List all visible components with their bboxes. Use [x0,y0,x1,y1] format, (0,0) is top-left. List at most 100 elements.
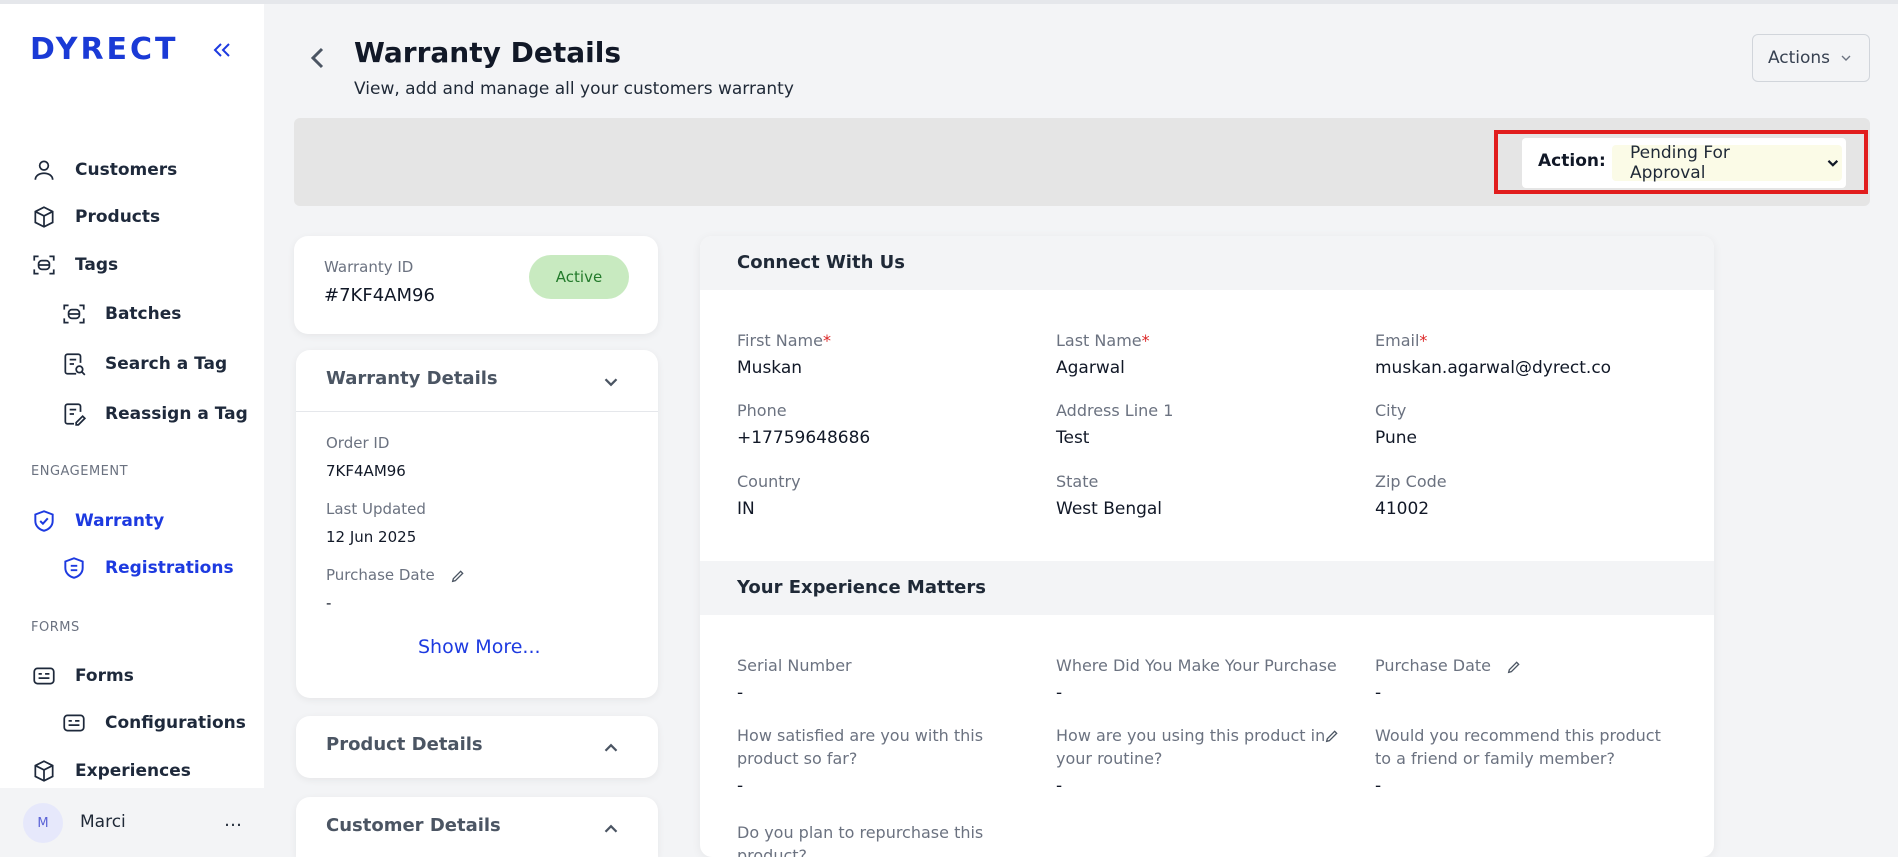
label-text: Last Name [1056,331,1142,350]
label-text: Email [1375,331,1420,350]
label-text: First Name [737,331,823,350]
product-details-card[interactable]: Product Details [296,716,658,778]
section-label-forms: FORMS [31,620,80,635]
edit-document-icon [64,403,87,426]
label-text: How are you using this product in your r… [1056,726,1326,768]
zip-code-label: Zip Code [1375,472,1447,491]
required-mark: * [822,331,831,350]
form-icon [33,667,55,685]
purchase-date-label-text: Purchase Date [326,566,435,584]
satisfaction-label: How satisfied are you with this product … [737,726,984,768]
routine-value: - [1056,776,1063,796]
email-value: muskan.agarwal@dyrect.co [1375,358,1612,378]
sidebar-item-search-a-tag[interactable]: Search a Tag [61,351,227,377]
purchase-location-value: - [1056,683,1063,703]
user-icon [34,160,54,180]
sidebar-item-forms[interactable]: Forms [31,663,134,689]
sidebar-item-experiences[interactable]: Experiences [31,758,191,784]
sidebar-item-label: Customers [75,160,178,180]
box-icon [34,206,54,228]
sidebar-item-label: Configurations [105,713,246,733]
phone-label: Phone [737,401,787,420]
collapse-sidebar-icon[interactable] [210,38,234,62]
chevron-up-icon [604,824,618,833]
pencil-icon[interactable] [1324,728,1340,744]
customer-details-card[interactable]: Customer Details [296,797,658,857]
city-label: City [1375,401,1407,420]
warranty-form-panel: Connect With Us First Name* Muskan Last … [700,236,1714,857]
city-value: Pune [1375,428,1417,448]
sidebar-item-batches[interactable]: Batches [61,301,181,327]
label-text: Purchase Date [1375,656,1491,675]
search-document-icon [64,353,86,376]
state-value: West Bengal [1056,499,1163,519]
sidebar: DYRECT Customers Products Tags Batches S… [0,4,264,857]
last-name-value: Agarwal [1056,358,1125,378]
avatar[interactable]: M [23,803,63,843]
form-icon [63,714,85,732]
sidebar-item-label: Tags [75,255,119,275]
sidebar-item-customers[interactable]: Customers [31,157,177,183]
country-label: Country [737,472,801,491]
email-label: Email* [1375,329,1427,352]
status-badge: Active [529,255,629,299]
chevron-up-icon [604,743,618,752]
more-options-icon[interactable]: … [224,810,243,831]
show-more-link[interactable]: Show More... [418,636,541,658]
sidebar-item-label: Search a Tag [105,354,228,374]
sidebar-item-label: Warranty [75,511,165,531]
purchase-date-value: - [326,594,332,612]
sidebar-item-warranty[interactable]: Warranty [31,508,164,534]
phone-value: +17759648686 [737,428,871,448]
tag-scan-icon [33,255,55,275]
pencil-icon[interactable] [450,568,466,584]
purchase-location-label: Where Did You Make Your Purchase [1056,656,1337,675]
last-updated-value: 12 Jun 2025 [326,528,417,546]
sidebar-item-label: Forms [75,666,134,686]
experience-section-header: Your Experience Matters [700,561,1714,615]
top-border [0,0,1898,4]
card-title: Warranty Details [326,368,498,389]
serial-number-value: - [737,683,744,703]
card-title: Customer Details [326,815,501,836]
sidebar-item-registrations[interactable]: Registrations [61,555,234,581]
recommend-value: - [1375,776,1382,796]
sidebar-item-products[interactable]: Products [31,204,160,230]
actions-dropdown-button[interactable]: Actions [1752,34,1870,82]
satisfaction-value: - [737,776,744,796]
actions-label: Actions [1767,48,1831,68]
routine-label: How are you using this product in your r… [1056,724,1336,770]
card-title: Product Details [326,734,483,755]
warranty-details-card: Warranty Details Order ID 7KF4AM96 Last … [296,350,658,698]
sidebar-item-configurations[interactable]: Configurations [61,710,246,736]
pencil-icon[interactable] [1506,659,1522,675]
page-title: Warranty Details [354,36,621,69]
warranty-details-header[interactable]: Warranty Details [296,350,658,412]
required-mark: * [1141,331,1150,350]
address-label: Address Line 1 [1056,401,1174,420]
country-value: IN [737,499,755,519]
dyrect-logo[interactable]: DYRECT [30,32,179,67]
warranty-id-label: Warranty ID [324,258,414,276]
sidebar-item-reassign-a-tag[interactable]: Reassign a Tag [61,401,248,427]
sidebar-item-label: Batches [105,304,182,324]
first-name-label: First Name* [737,329,831,352]
sidebar-item-label: Registrations [105,558,234,578]
sidebar-item-tags[interactable]: Tags [31,252,118,278]
chevron-down-icon [1827,159,1839,167]
required-mark: * [1419,331,1428,350]
user-bar[interactable]: M Marci … [0,788,264,857]
box-icon [34,760,54,782]
serial-number-label: Serial Number [737,656,852,675]
connect-section-header: Connect With Us [700,236,1714,290]
action-label: Action: [1538,151,1606,171]
chevron-down-icon [1841,55,1851,61]
repurchase-label: Do you plan to repurchase this product? [737,823,984,857]
chevron-down-icon [604,378,618,387]
purchase-date-label: Purchase Date [1375,654,1522,677]
back-arrow-icon[interactable] [306,44,330,72]
sidebar-item-label: Products [75,207,161,227]
state-label: State [1056,472,1099,491]
order-id-value: 7KF4AM96 [326,462,406,480]
action-status-dropdown[interactable]: Pending For Approval [1612,143,1842,183]
